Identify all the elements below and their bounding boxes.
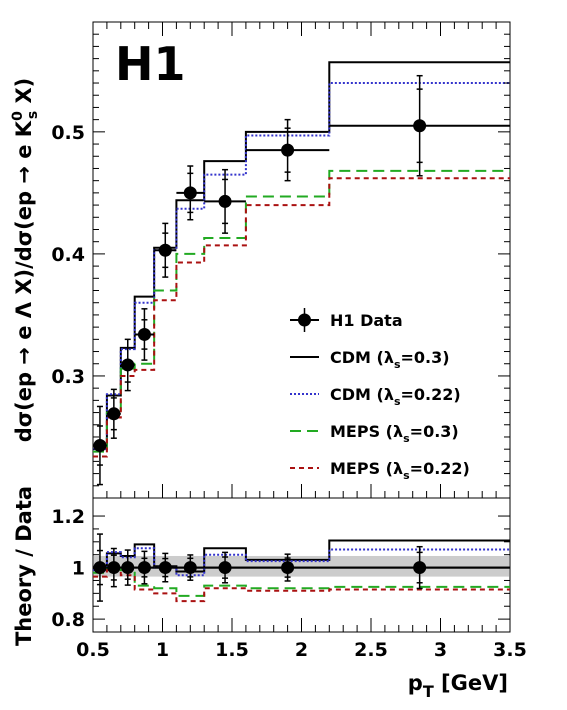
ratio-y-ticks: 0.8 1 1.2 bbox=[51, 506, 510, 631]
ratio-y-tick-label: 1.2 bbox=[51, 506, 85, 528]
x-tick-label: 0.5 bbox=[76, 639, 110, 661]
main-point bbox=[120, 338, 135, 392]
ratio-point bbox=[176, 554, 205, 581]
ratio-point bbox=[245, 553, 330, 582]
legend-entry: H1 Data bbox=[290, 308, 403, 332]
main-panel-frame bbox=[92, 21, 511, 499]
legend-entry: CDM (λs=0.3) bbox=[290, 348, 450, 371]
x-tick-label: 1.5 bbox=[215, 639, 249, 661]
main-point bbox=[204, 168, 246, 234]
main-y-tick-label: 0.5 bbox=[51, 122, 85, 144]
experiment-label: H1 bbox=[115, 37, 186, 91]
main-y-ticks: 0.3 0.4 0.5 bbox=[51, 33, 510, 487]
legend: H1 Data CDM (λs=0.3) CDM (λs=0.22) MEPS (λs… bbox=[290, 308, 470, 482]
main-x-ticks bbox=[106, 22, 497, 498]
main-y-tick-label: 0.3 bbox=[51, 366, 85, 388]
ratio-point bbox=[154, 552, 177, 583]
x-tick-label: 3 bbox=[434, 639, 447, 661]
legend-label: CDM (λs=0.22) bbox=[330, 385, 461, 408]
main-point bbox=[245, 118, 330, 182]
ratio-point bbox=[134, 550, 155, 585]
ratio-model-1 bbox=[93, 547, 510, 577]
main-point bbox=[106, 388, 121, 439]
x-tick-label: 1 bbox=[156, 639, 169, 661]
x-tick-label: 2 bbox=[295, 639, 308, 661]
main-point bbox=[154, 222, 177, 278]
ratio-point bbox=[106, 547, 121, 588]
main-point bbox=[134, 308, 155, 361]
main-panel: 0.3 0.4 0.5 H1 H1 Data CDM (λs=0.3) CDM (λs=… bbox=[10, 21, 511, 499]
main-y-tick-label: 0.4 bbox=[51, 244, 85, 266]
ratio-y-tick-label: 1 bbox=[72, 558, 85, 580]
ratio-point bbox=[120, 549, 135, 586]
legend-entry: MEPS (λs=0.22) bbox=[290, 459, 470, 482]
x-tick-label: 2.5 bbox=[354, 639, 388, 661]
ratio-model-2 bbox=[93, 566, 510, 597]
x-axis-title: pT [GeV] bbox=[408, 671, 508, 701]
ratio-point bbox=[329, 545, 510, 590]
ratio-x-ticks: 0.5 1 1.5 2 2.5 3 3.5 bbox=[76, 618, 527, 661]
main-model-1 bbox=[93, 82, 510, 451]
legend-label: H1 Data bbox=[330, 311, 403, 330]
main-data-points bbox=[93, 74, 510, 486]
x-tick-label: 3.5 bbox=[493, 639, 527, 661]
ratio-y-tick-label: 0.8 bbox=[51, 609, 85, 631]
ratio-panel: 0.8 1 1.2 0.5 1 1.5 2 2.5 3 3.5 Theory / Data pT… bbox=[12, 486, 527, 701]
main-point bbox=[329, 74, 510, 177]
legend-entry: CDM (λs=0.22) bbox=[290, 385, 461, 408]
legend-label: MEPS (λs=0.22) bbox=[330, 459, 470, 482]
ratio-y-axis-title: Theory / Data bbox=[12, 486, 36, 646]
legend-label: MEPS (λs=0.3) bbox=[330, 422, 459, 445]
legend-label: CDM (λs=0.3) bbox=[330, 348, 450, 371]
main-point bbox=[93, 405, 107, 486]
main-y-axis-title: dσ(ep → e Λ X)/dσ(ep → e K0s X) bbox=[10, 78, 41, 443]
main-point bbox=[176, 165, 205, 221]
legend-entry: MEPS (λs=0.3) bbox=[290, 422, 459, 445]
ratio-point bbox=[204, 551, 246, 584]
